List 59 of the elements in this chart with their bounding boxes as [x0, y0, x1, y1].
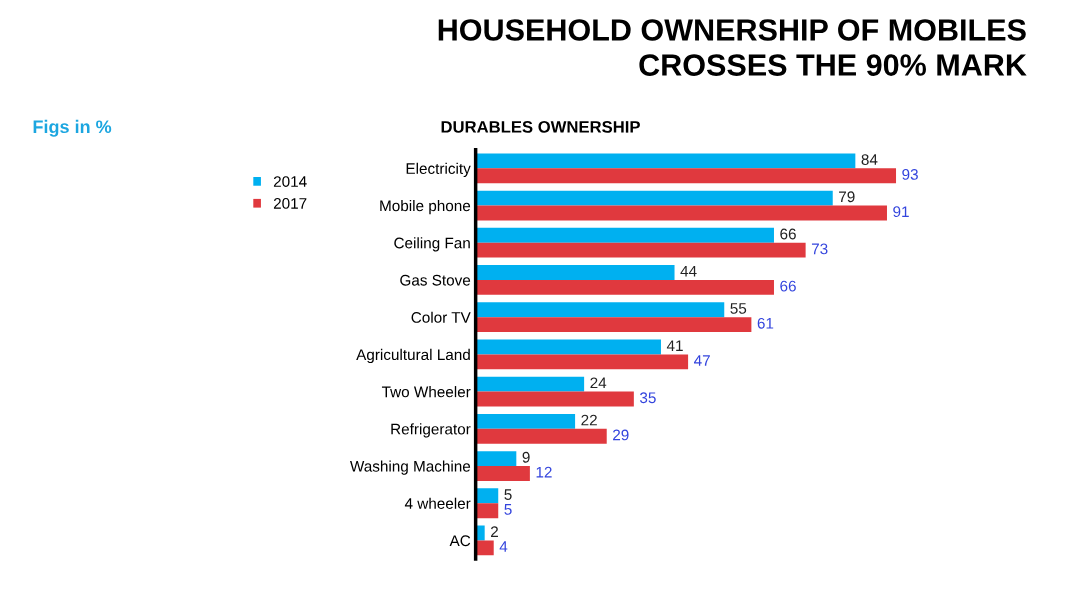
bar [475, 190, 833, 206]
data-label: 91 [893, 206, 909, 218]
bar [475, 391, 634, 407]
text: Figs in % [33, 119, 112, 137]
bar [475, 503, 499, 519]
legend-label: 2014 [273, 176, 307, 187]
bar [475, 317, 752, 333]
data-label: 4 [499, 541, 508, 552]
bar [475, 242, 806, 258]
y-tick-label: Color TV [411, 311, 471, 323]
data-label: 12 [536, 466, 552, 478]
data-label: 61 [757, 317, 774, 329]
bar [475, 153, 856, 169]
bar [475, 302, 725, 318]
data-label: 41 [666, 340, 683, 351]
bar [475, 451, 517, 467]
bar [475, 376, 585, 392]
data-label: 66 [780, 280, 796, 292]
data-label: 24 [590, 377, 607, 389]
bar [475, 428, 607, 444]
bar [475, 466, 530, 481]
data-label: 9 [522, 451, 530, 463]
data-label: 66 [780, 228, 796, 240]
y-tick-label: Agricultural Land [356, 348, 470, 364]
data-label: 2 [491, 526, 498, 537]
y-tick-label: AC [449, 535, 471, 547]
data-label: 5 [504, 504, 512, 515]
y-tick-label: Mobile phone [380, 199, 471, 215]
data-label: 84 [861, 154, 878, 165]
legend-label: 2017 [273, 198, 307, 209]
bar [475, 205, 887, 221]
bar [475, 265, 675, 280]
y-tick-label: Ceiling Fan [394, 237, 470, 252]
bar [475, 168, 897, 184]
data-label: 47 [694, 355, 710, 366]
bar [475, 279, 774, 295]
bar [475, 227, 774, 243]
y-tick-label: 4 wheeler [404, 497, 471, 509]
y-tick-label: Washing Machine [349, 460, 471, 475]
bar [475, 413, 576, 429]
bar [475, 339, 661, 355]
data-label: 55 [730, 303, 747, 314]
bar [475, 354, 689, 370]
data-label: 35 [639, 392, 656, 404]
data-label: 5 [504, 489, 512, 500]
data-label: 22 [581, 414, 597, 426]
bar [475, 488, 499, 504]
y-tick-label: Electricity [406, 162, 471, 178]
data-label: 44 [680, 265, 697, 277]
chart-title: HOUSEHOLD OWNERSHIP OF MOBILES CROSSES THE 90% MARK [438, 19, 1027, 76]
bar [475, 540, 494, 556]
data-label: 79 [839, 191, 855, 203]
y-tick-label: Gas Stove [400, 274, 471, 286]
data-label: 29 [613, 429, 629, 441]
y-tick-label: Refrigerator [391, 423, 471, 438]
y-tick-label: Two Wheeler [381, 386, 471, 398]
data-label: 93 [902, 169, 918, 180]
data-label: 73 [811, 243, 828, 255]
chart-subtitle: DURABLES OWNERSHIP [441, 120, 640, 133]
